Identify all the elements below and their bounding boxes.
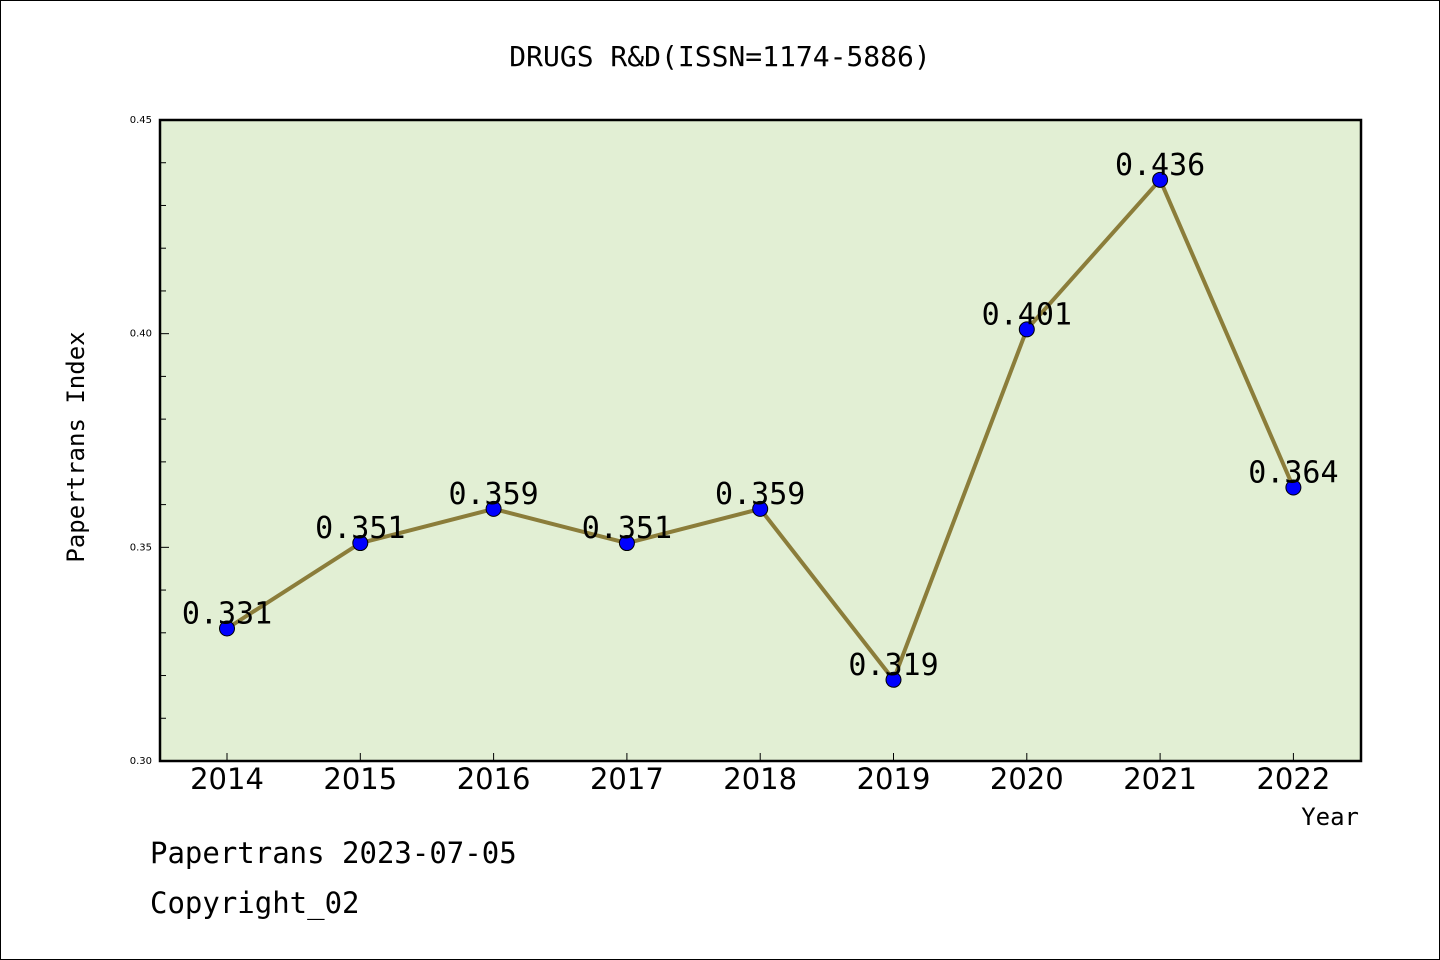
plot-area <box>158 118 1363 763</box>
x-tick-label: 2019 <box>857 762 931 796</box>
data-label: 0.319 <box>848 648 938 683</box>
x-tick-label: 2020 <box>990 762 1064 796</box>
data-label: 0.436 <box>1115 148 1205 183</box>
data-point <box>618 535 635 552</box>
y-tick-label: 0.35 <box>130 542 152 553</box>
x-axis-label: Year <box>1301 803 1359 831</box>
y-axis-label: Papertrans Index <box>62 331 90 562</box>
x-tick-label: 2017 <box>590 762 664 796</box>
footer-date: Papertrans 2023-07-05 <box>150 836 517 870</box>
y-tick-label: 0.40 <box>130 329 152 340</box>
data-point <box>219 620 235 637</box>
x-tick-label: 2015 <box>323 762 397 796</box>
data-point <box>885 671 902 688</box>
data-point <box>1018 321 1035 338</box>
y-tick-label: 0.30 <box>130 756 152 767</box>
data-point <box>352 535 369 552</box>
data-point <box>1152 171 1169 188</box>
data-label: 0.359 <box>448 477 538 512</box>
data-label: 0.351 <box>315 511 405 546</box>
data-label: 0.364 <box>1248 456 1338 491</box>
data-label: 0.351 <box>582 511 672 546</box>
data-point <box>752 500 769 517</box>
data-label: 0.359 <box>715 477 805 512</box>
data-point <box>1285 479 1302 496</box>
x-tick-label: 2018 <box>723 762 797 796</box>
y-axis: 0.30 0.35 0.40 0.45 <box>130 115 169 767</box>
series-line-group: 0.331 0.351 0.359 0.351 0.359 0.319 0.401 0.436… <box>182 148 1339 688</box>
data-point <box>485 500 502 517</box>
x-tick-label: 2021 <box>1123 762 1197 796</box>
y-tick-label: 0.45 <box>130 115 152 126</box>
data-label: 0.331 <box>182 597 272 632</box>
x-tick-label: 2022 <box>1256 762 1330 796</box>
data-label: 0.401 <box>982 297 1072 332</box>
x-axis: 2014 2015 2016 2017 2018 2019 2020 2021 2022 <box>190 753 1330 796</box>
x-tick-label: 2014 <box>190 762 264 796</box>
x-tick-label: 2016 <box>457 762 531 796</box>
footer-copyright: Copyright_02 <box>150 886 360 920</box>
chart-title: DRUGS R&D(ISSN=1174-5886) <box>509 40 930 73</box>
